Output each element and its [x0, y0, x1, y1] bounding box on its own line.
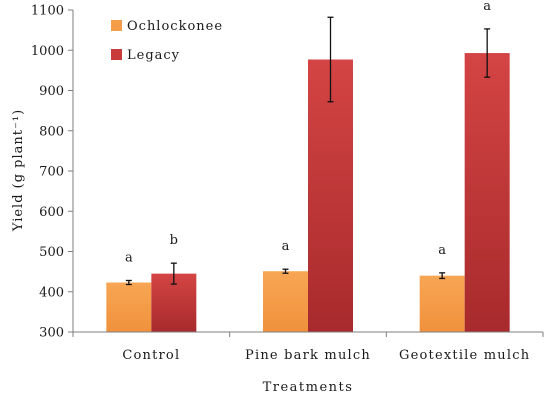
legend-swatch-legacy [111, 49, 122, 60]
y-axis-title: Yield (g plant⁻¹) [11, 109, 26, 232]
x-tick-label-control: Control [122, 348, 180, 363]
significance-label-ochlockonee-pine-bark-mulch: a [282, 239, 290, 254]
y-tick-label: 300 [39, 326, 64, 341]
legend-label-ochlockonee: Ochlockonee [127, 19, 223, 34]
significance-label-ochlockonee-geotextile-mulch: a [438, 243, 446, 258]
x-tick-label-geotextile-mulch: Geotextile mulch [399, 348, 530, 363]
bar-ochlockonee-geotextile-mulch [419, 275, 465, 332]
bar-legacy-pine-bark-mulch [308, 59, 353, 332]
legend-label-legacy: Legacy [127, 48, 180, 63]
significance-label-legacy-control: b [170, 233, 178, 248]
legend-swatch-ochlockonee [111, 20, 122, 31]
y-tick-label: 900 [39, 84, 64, 99]
y-tick-label: 400 [39, 285, 64, 300]
y-tick-label: 800 [39, 124, 64, 139]
y-tick-label: 500 [39, 245, 64, 260]
x-tick-label-pine-bark-mulch: Pine bark mulch [245, 348, 371, 363]
significance-label-legacy-geotextile-mulch: a [483, 0, 491, 14]
bar-ochlockonee-control [106, 282, 152, 332]
legend: Ochlockonee Legacy [111, 19, 223, 63]
y-tick-label: 700 [39, 165, 64, 180]
significance-label-ochlockonee-control: a [125, 250, 133, 265]
bar-legacy-geotextile-mulch [464, 53, 510, 332]
bar-ochlockonee-pine-bark-mulch [263, 271, 308, 332]
y-tick-label: 1000 [31, 44, 64, 59]
x-axis-title: Treatments [263, 380, 354, 395]
plot-area: 300 400 500 600 700 800 900 1000 1100 Control Pine… [31, 0, 544, 363]
y-tick-label: 600 [39, 205, 64, 220]
significance-label-legacy-pine-bark-mulch: a [327, 0, 335, 2]
y-tick-label: 1100 [31, 4, 64, 19]
